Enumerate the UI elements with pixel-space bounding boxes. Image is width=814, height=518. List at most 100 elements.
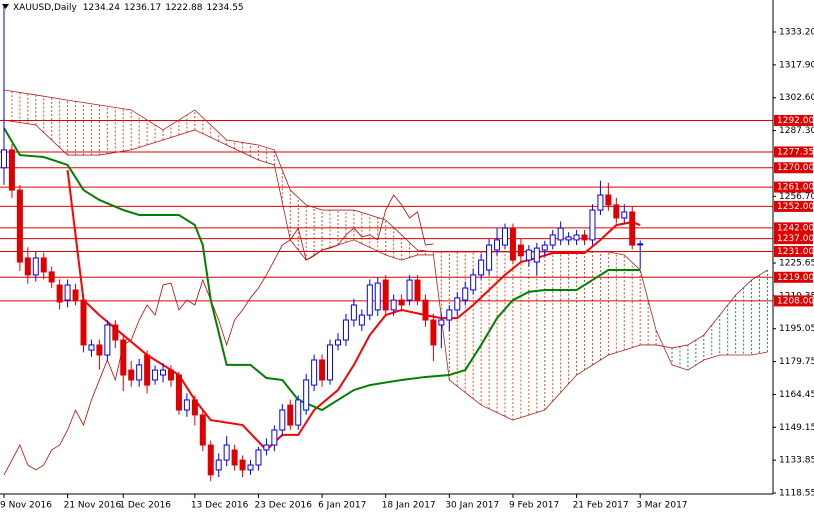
candle-body: [605, 194, 612, 206]
candle-body: [104, 324, 111, 356]
y-tick-label: 1118.55: [779, 489, 814, 499]
candle-body: [525, 249, 532, 261]
candle-body: [72, 289, 79, 301]
candle-body: [40, 257, 47, 273]
candle-body: [152, 369, 159, 381]
x-tick-label: 21 Nov 2016: [64, 501, 122, 511]
candle-body: [295, 399, 302, 426]
candle-body: [374, 282, 381, 311]
menu-arrow[interactable]: [2, 4, 9, 9]
candle-body: [517, 244, 524, 257]
candle-body: [398, 299, 405, 306]
level-label: 1219.00: [777, 273, 814, 283]
x-tick-label: 6 Jan 2017: [318, 501, 366, 511]
level-tag: [774, 246, 813, 258]
candle-body: [565, 236, 572, 241]
plot-area: [0, 6, 773, 482]
candle-body: [541, 244, 548, 251]
candle-body: [549, 234, 556, 246]
candle-body: [88, 344, 95, 351]
candle-body: [231, 449, 238, 466]
y-tick-label: 1317.90: [779, 60, 814, 70]
candle-body: [32, 257, 39, 276]
level-tag: [774, 200, 813, 212]
candle-body: [382, 279, 389, 311]
y-tick-label: 1195.05: [779, 324, 814, 334]
y-tick-label: 1302.60: [779, 93, 814, 103]
level-tag: [774, 181, 813, 193]
level-label: 1231.00: [777, 247, 814, 257]
level-tag: [774, 295, 813, 307]
x-tick-label: 23 Dec 2016: [254, 501, 312, 511]
candle-body: [96, 344, 103, 356]
candle-body: [430, 319, 437, 346]
chart-title: XAUUSD,Daily: [13, 3, 77, 13]
y-tick-label: 1225.65: [779, 259, 814, 269]
candle-body: [390, 299, 397, 311]
candle-body: [327, 344, 334, 381]
candle-body: [311, 359, 318, 386]
x-tick-label: 18 Jan 2017: [382, 501, 436, 511]
candle-body: [446, 309, 453, 321]
level-label: 1261.00: [777, 183, 814, 193]
candle-body: [470, 274, 477, 291]
level-label: 1237.00: [777, 234, 814, 244]
x-tick-label: 9 Nov 2016: [0, 501, 52, 511]
candle-body: [422, 299, 429, 321]
open: 1234.24: [83, 3, 120, 13]
x-tick-label: 21 Feb 2017: [573, 501, 629, 511]
level-tag: [774, 233, 813, 245]
candle-body: [279, 409, 286, 431]
candle-body: [136, 364, 143, 381]
candle-body: [478, 259, 485, 276]
level-tag: [774, 271, 813, 283]
candle-body: [637, 243, 644, 246]
level-label: 1277.35: [777, 147, 814, 157]
candle-body: [223, 444, 230, 461]
candle-body: [247, 464, 254, 471]
candle-body: [597, 194, 604, 211]
candle-body: [112, 324, 119, 341]
candle-body: [501, 227, 508, 246]
candle-body: [80, 299, 87, 346]
candle-body: [128, 369, 135, 381]
candle-body: [24, 257, 31, 276]
candle-body: [589, 209, 596, 241]
level-label: 1242.00: [777, 223, 814, 233]
candle-body: [573, 234, 580, 241]
candle-body: [366, 284, 373, 316]
candle-body: [271, 429, 278, 446]
level-tag: [774, 114, 813, 126]
level-label: 1270.00: [777, 163, 814, 173]
cloud-span-b: [3, 89, 768, 371]
candle-body: [8, 149, 15, 191]
candle-body: [120, 339, 127, 376]
candle-body: [56, 284, 63, 303]
candle-body: [462, 287, 469, 301]
candle-body: [613, 204, 620, 219]
y-tick-label: 1149.15: [779, 423, 814, 433]
candle-body: [175, 374, 182, 411]
x-tick-label: 3 Mar 2017: [636, 501, 687, 511]
x-tick-label: 9 Feb 2017: [509, 501, 559, 511]
y-tick-label: 1287.30: [779, 126, 814, 136]
candle-body: [255, 449, 262, 466]
candle-body: [486, 244, 493, 271]
candle-body: [64, 284, 71, 301]
candle-body: [509, 227, 516, 261]
candle-body: [350, 304, 357, 321]
y-tick-label: 1256.70: [779, 192, 814, 202]
x-tick-label: 13 Dec 2016: [191, 501, 249, 511]
y-tick-label: 1179.75: [779, 357, 814, 367]
high: 1236.17: [124, 3, 161, 13]
candle-body: [215, 459, 222, 471]
close: 1234.55: [206, 3, 243, 13]
candle-body: [287, 404, 294, 426]
candle-body: [438, 319, 445, 326]
candle-body: [160, 369, 167, 376]
level-tag: [774, 222, 813, 234]
level-tag: [774, 162, 813, 174]
candle-body: [414, 279, 421, 301]
